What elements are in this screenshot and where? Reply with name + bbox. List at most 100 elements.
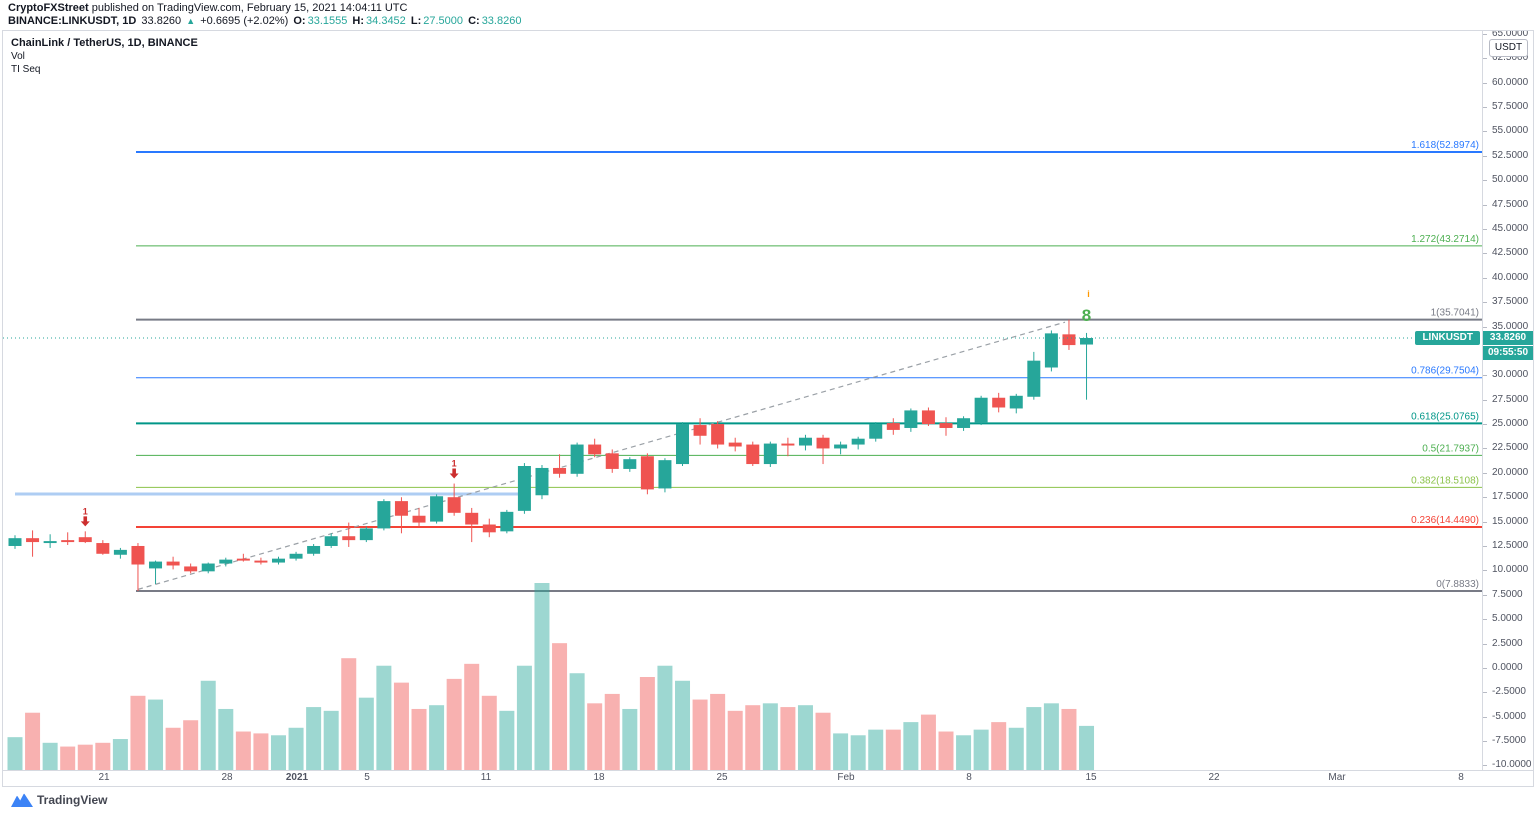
bar-countdown-badge: 09:55:50 bbox=[1483, 345, 1533, 360]
publish-details: published on TradingView.com, February 1… bbox=[88, 2, 408, 14]
price-tick-label: 15.0000 bbox=[1483, 516, 1533, 528]
chart-container: 1.618(52.8974) 1.272(43.2714) 1(35.7041) 0.… bbox=[2, 30, 1534, 787]
close-value: 33.8260 bbox=[481, 15, 522, 27]
price-tick-label: 27.5000 bbox=[1483, 394, 1533, 406]
candle-body bbox=[1009, 395, 1023, 409]
footer-bar: TradingView bbox=[0, 787, 1536, 814]
price-tick-label: 40.0000 bbox=[1483, 272, 1533, 284]
price-tick-label: 22.5000 bbox=[1483, 442, 1533, 454]
legend-symbol-title[interactable]: ChainLink / TetherUS, 1D, BINANCE bbox=[11, 37, 198, 49]
price-tick-label: -2.5000 bbox=[1483, 686, 1533, 698]
fib-label-1.272: 1.272(43.2714) bbox=[1411, 234, 1479, 245]
time-axis[interactable]: 21 28 2021 5 11 18 25 Feb 8 15 22 Mar 8 bbox=[3, 770, 1533, 786]
snapshot-header: CryptoFXStreet published on TradingView.… bbox=[0, 0, 1536, 30]
price-tick-label: 12.5000 bbox=[1483, 540, 1533, 552]
volume-bar bbox=[1079, 725, 1095, 771]
candle-body bbox=[465, 512, 479, 525]
candle-body bbox=[816, 437, 830, 449]
candle-body bbox=[324, 536, 338, 546]
candle-body bbox=[377, 501, 391, 529]
open-value: 33.1555 bbox=[307, 15, 348, 27]
price-tick-label: 2.5000 bbox=[1483, 638, 1533, 650]
time-tick-label: 22 bbox=[1208, 772, 1220, 783]
volume-bar bbox=[464, 663, 480, 771]
volume-bar bbox=[920, 714, 936, 771]
price-tick-label: 52.5000 bbox=[1483, 150, 1533, 162]
volume-bar bbox=[815, 712, 831, 771]
volume-bar bbox=[552, 643, 568, 771]
candle-body bbox=[992, 397, 1006, 408]
volume-bar bbox=[429, 705, 445, 771]
high-value: 34.3452 bbox=[366, 15, 406, 27]
time-tick-label: 25 bbox=[716, 772, 728, 783]
candle-body bbox=[359, 528, 373, 541]
candle-body bbox=[658, 460, 672, 489]
candle-body bbox=[131, 545, 145, 565]
volume-bar bbox=[973, 729, 989, 771]
candle-body bbox=[1044, 333, 1058, 368]
low-value: 27.5000 bbox=[423, 15, 464, 27]
current-price-symbol-badge: LINKUSDT bbox=[1415, 330, 1480, 345]
volume-bar bbox=[288, 727, 304, 771]
volume-bar bbox=[516, 665, 532, 771]
candle-body bbox=[1062, 334, 1076, 346]
tradingview-logo-icon[interactable] bbox=[10, 793, 34, 808]
candle-body bbox=[781, 443, 795, 446]
open-label: O: bbox=[293, 15, 306, 27]
td-sell-arrow-icon bbox=[449, 468, 459, 479]
price-tick-label: 30.0000 bbox=[1483, 369, 1533, 381]
price-tick-label: 37.5000 bbox=[1483, 296, 1533, 308]
volume-bar bbox=[903, 722, 919, 771]
price-tick-label: 7.5000 bbox=[1483, 589, 1533, 601]
candle-body bbox=[482, 524, 496, 533]
candle-body bbox=[430, 496, 444, 522]
time-tick-label: 11 bbox=[480, 772, 492, 783]
candle-body bbox=[447, 497, 461, 513]
candle-body bbox=[605, 453, 619, 469]
time-tick-label: 28 bbox=[221, 772, 233, 783]
time-tick-label: 5 bbox=[364, 772, 370, 783]
candle-body bbox=[236, 558, 250, 561]
price-tick-label: 10.0000 bbox=[1483, 564, 1533, 576]
price-axis[interactable]: USDT 65.0000 62.5000 60.0000 57.5000 55.0000… bbox=[1482, 31, 1533, 771]
candle-body bbox=[149, 561, 163, 569]
volume-bar bbox=[762, 703, 778, 771]
volume-bar bbox=[358, 697, 374, 771]
candle-body bbox=[78, 537, 92, 543]
candle-body bbox=[271, 558, 285, 563]
legend-volume-indicator[interactable]: Vol bbox=[11, 51, 25, 62]
last-price: 33.8260 bbox=[141, 15, 182, 27]
time-tick-label: 21 bbox=[98, 772, 110, 783]
volume-bar bbox=[833, 733, 849, 771]
fib-label-0.382: 0.382(18.5108) bbox=[1411, 475, 1479, 486]
candle-body bbox=[588, 444, 602, 455]
volume-bar bbox=[112, 739, 128, 771]
time-tick-label: 8 bbox=[966, 772, 972, 783]
price-tick-label: -5.0000 bbox=[1483, 711, 1533, 723]
volume-bar bbox=[323, 710, 339, 771]
candle-body bbox=[8, 538, 22, 546]
candle-body bbox=[219, 559, 233, 564]
candle-body bbox=[904, 410, 918, 428]
axis-unit-button[interactable]: USDT bbox=[1489, 39, 1528, 57]
tradingview-watermark[interactable]: TradingView bbox=[37, 793, 108, 807]
candle-body bbox=[166, 561, 180, 566]
candle-body bbox=[921, 410, 935, 425]
volume-bar bbox=[622, 708, 638, 771]
volume-bar bbox=[499, 710, 515, 771]
candle-body bbox=[869, 424, 883, 439]
candle-body bbox=[676, 424, 690, 465]
price-tick-label: 55.0000 bbox=[1483, 125, 1533, 137]
up-triangle-icon: ▲ bbox=[186, 16, 196, 26]
price-chart-canvas[interactable]: 1.618(52.8974) 1.272(43.2714) 1(35.7041) 0.… bbox=[3, 31, 1483, 772]
volume-bar bbox=[675, 680, 691, 771]
candle-body bbox=[693, 425, 707, 436]
volume-bar bbox=[25, 712, 41, 771]
price-tick-label: 47.5000 bbox=[1483, 199, 1533, 211]
candle-body bbox=[886, 423, 900, 430]
candle-body bbox=[201, 563, 215, 572]
legend-tiseq-indicator[interactable]: TI Seq bbox=[11, 64, 41, 75]
volume-bar bbox=[446, 678, 462, 771]
candle-body bbox=[746, 444, 760, 465]
price-tick-label: 35.0000 bbox=[1483, 321, 1533, 333]
